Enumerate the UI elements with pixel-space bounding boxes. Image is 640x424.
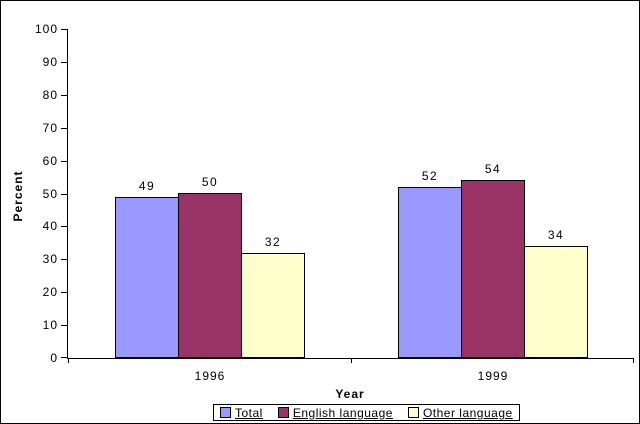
bar-total-1996 (115, 197, 179, 358)
x-axis-tick (68, 359, 69, 363)
bar-english-language-1996 (178, 193, 242, 358)
y-axis-tick-label: 60 (42, 154, 58, 168)
bar-english-language-1999 (461, 180, 525, 358)
legend-item-total: Total (220, 407, 263, 419)
y-axis-tick-label: 90 (42, 55, 58, 69)
category-label: 1999 (477, 369, 509, 383)
y-axis-tick (61, 29, 68, 30)
legend-item-english-language: English language (277, 405, 393, 420)
legend-label: Other language (422, 405, 513, 420)
y-axis-tick-label: 20 (42, 285, 58, 299)
y-axis-tick-label: 40 (42, 219, 58, 233)
y-axis-tick (61, 292, 68, 293)
y-axis-tick (61, 259, 68, 260)
bar-total-1999 (398, 187, 462, 358)
bar-value-label: 32 (264, 235, 282, 249)
y-axis-tick-label: 10 (42, 318, 58, 332)
x-axis-tick (351, 359, 352, 363)
bar-value-label: 49 (138, 179, 156, 193)
y-axis-tick-label: 80 (42, 88, 58, 102)
legend-item-other-language: Other language (407, 405, 513, 420)
legend-swatch-english-language (277, 407, 289, 418)
legend-swatch-total (220, 407, 231, 418)
legend-label: Total (235, 405, 263, 420)
legend: Total English language Other language (213, 404, 520, 421)
y-axis-tick (61, 325, 68, 326)
bar-value-label: 54 (484, 162, 502, 176)
legend-label: English language (292, 405, 393, 420)
y-axis-tick-label: 0 (50, 351, 58, 365)
y-axis-tick (61, 194, 68, 195)
bar-value-label: 52 (421, 169, 439, 183)
category-label: 1996 (194, 369, 226, 383)
y-axis-tick-label: 50 (42, 187, 58, 201)
y-axis-tick (61, 226, 68, 227)
bar-other-language-1996 (241, 253, 305, 358)
bar-value-label: 34 (547, 228, 565, 242)
bar-other-language-1999 (524, 246, 588, 358)
legend-swatch-other-language (407, 407, 419, 418)
y-axis-tick-label: 30 (42, 252, 58, 266)
x-axis-title: Year (335, 387, 365, 401)
y-axis-tick (61, 95, 68, 96)
y-axis-tick-label: 100 (34, 22, 58, 36)
y-axis-tick (61, 357, 68, 358)
bar-value-label: 50 (201, 175, 219, 189)
plot-area: 0 10 20 30 40 50 60 70 80 90 100 49 50 32 1996 52 54 34 19… (35, 23, 634, 382)
y-axis-tick (61, 161, 68, 162)
y-axis-tick-label: 70 (42, 121, 58, 135)
x-axis-tick (633, 359, 634, 363)
y-axis-tick (61, 62, 68, 63)
y-axis-tick (61, 128, 68, 129)
